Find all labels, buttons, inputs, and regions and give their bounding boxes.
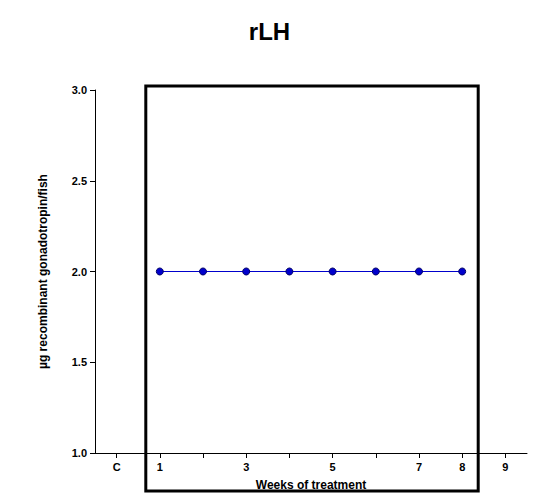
svg-text:C: C: [113, 461, 121, 473]
svg-text:1.5: 1.5: [72, 356, 87, 368]
svg-text:9: 9: [502, 461, 508, 473]
svg-text:1: 1: [157, 461, 163, 473]
svg-text:8: 8: [459, 461, 465, 473]
svg-text:5: 5: [330, 461, 336, 473]
svg-text:rLH: rLH: [249, 18, 290, 45]
svg-text:3.0: 3.0: [72, 84, 87, 96]
svg-text:1.0: 1.0: [72, 447, 87, 459]
svg-text:2.5: 2.5: [72, 175, 87, 187]
svg-text:3: 3: [243, 461, 249, 473]
svg-text:7: 7: [416, 461, 422, 473]
svg-text:Weeks of treatment: Weeks of treatment: [255, 478, 367, 492]
svg-text:2.0: 2.0: [72, 266, 87, 278]
svg-text:µg recombinant gonadotropin/fi: µg recombinant gonadotropin/fish: [36, 174, 50, 369]
